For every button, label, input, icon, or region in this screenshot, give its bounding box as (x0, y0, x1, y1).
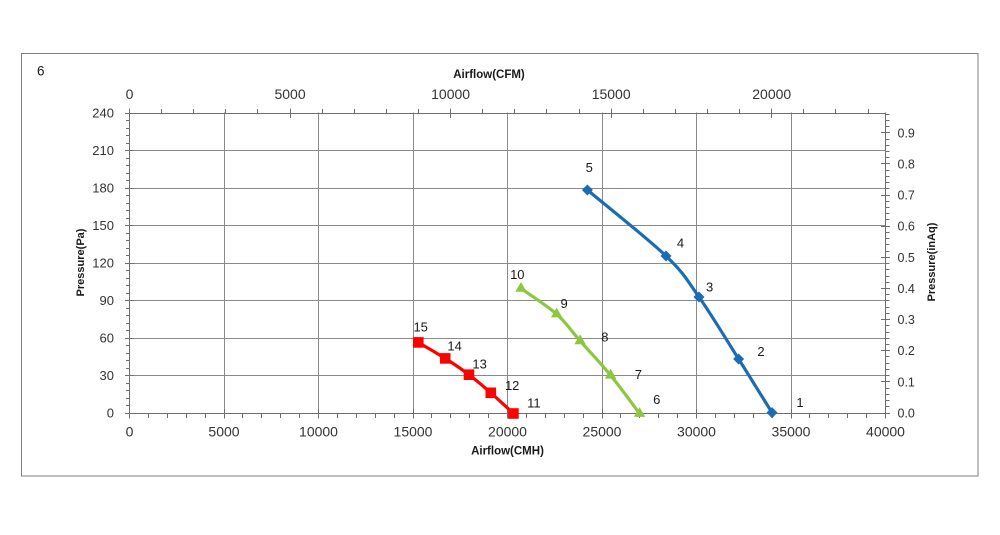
svg-text:0.5: 0.5 (898, 251, 915, 265)
svg-text:35000: 35000 (772, 424, 811, 440)
svg-text:0: 0 (126, 86, 134, 102)
svg-text:8: 8 (601, 330, 608, 345)
svg-text:14: 14 (447, 339, 461, 354)
svg-text:15000: 15000 (394, 424, 433, 440)
svg-text:150: 150 (92, 218, 114, 233)
svg-text:Pressure(Pa): Pressure(Pa) (75, 228, 87, 296)
svg-text:10000: 10000 (299, 424, 338, 440)
svg-text:5: 5 (586, 160, 593, 175)
svg-text:20000: 20000 (488, 424, 527, 440)
svg-text:0.8: 0.8 (898, 157, 915, 171)
svg-text:9: 9 (560, 296, 567, 311)
svg-text:Airflow(CMH): Airflow(CMH) (471, 446, 544, 458)
svg-text:13: 13 (472, 356, 486, 371)
svg-text:12: 12 (505, 378, 519, 393)
svg-text:0.6: 0.6 (898, 220, 915, 234)
svg-text:10: 10 (510, 267, 524, 282)
svg-text:0.2: 0.2 (898, 344, 915, 358)
svg-text:5000: 5000 (208, 424, 239, 440)
svg-text:0.7: 0.7 (898, 189, 915, 203)
svg-text:180: 180 (92, 181, 114, 196)
svg-text:15: 15 (413, 320, 427, 335)
svg-text:20000: 20000 (752, 86, 791, 102)
svg-text:240: 240 (92, 106, 114, 121)
svg-text:210: 210 (92, 143, 114, 158)
svg-text:0.1: 0.1 (898, 375, 915, 389)
svg-text:0: 0 (107, 406, 114, 421)
svg-text:0.4: 0.4 (898, 282, 915, 296)
svg-text:120: 120 (92, 256, 114, 271)
svg-text:1: 1 (796, 395, 803, 410)
svg-text:0.9: 0.9 (898, 126, 915, 140)
svg-text:Airflow(CFM): Airflow(CFM) (453, 69, 525, 81)
svg-text:Pressure(inAq): Pressure(inAq) (926, 222, 938, 301)
svg-text:30: 30 (100, 368, 114, 383)
svg-text:40000: 40000 (866, 424, 905, 440)
svg-text:10000: 10000 (431, 86, 470, 102)
svg-text:0.3: 0.3 (898, 313, 915, 327)
svg-text:0: 0 (126, 424, 134, 440)
svg-text:2: 2 (757, 344, 764, 359)
svg-text:15000: 15000 (592, 86, 631, 102)
svg-text:4: 4 (677, 236, 684, 251)
svg-text:5000: 5000 (274, 86, 305, 102)
svg-text:30000: 30000 (677, 424, 716, 440)
svg-text:6: 6 (37, 64, 45, 79)
svg-text:7: 7 (635, 367, 642, 382)
svg-text:60: 60 (100, 331, 114, 346)
svg-text:90: 90 (100, 293, 114, 308)
svg-text:0.0: 0.0 (898, 407, 915, 421)
svg-text:6: 6 (653, 392, 660, 407)
svg-text:25000: 25000 (583, 424, 622, 440)
svg-text:11: 11 (527, 396, 541, 411)
svg-text:3: 3 (706, 280, 713, 295)
